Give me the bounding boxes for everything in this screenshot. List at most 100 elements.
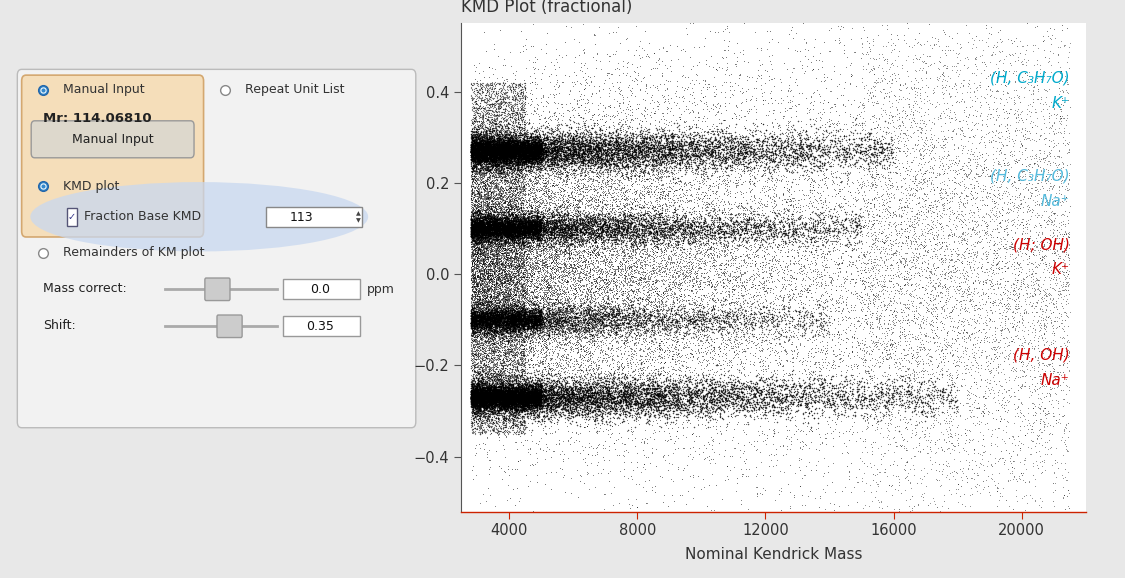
Point [485, 392, 503, 402]
Point [466, 307, 484, 317]
Point [933, 239, 951, 248]
Point [561, 324, 579, 334]
Point [734, 250, 752, 259]
Point [640, 229, 658, 239]
Point [593, 161, 611, 170]
Point [523, 151, 541, 160]
Point [494, 79, 512, 88]
Point [565, 57, 583, 66]
Point [847, 224, 865, 234]
Point [483, 223, 501, 232]
Point [465, 231, 483, 240]
Point [766, 346, 784, 355]
Point [712, 118, 730, 127]
Point [480, 272, 498, 281]
Point [514, 154, 532, 163]
Point [572, 133, 590, 142]
Point [500, 213, 518, 222]
Point [515, 271, 533, 280]
Point [694, 111, 712, 120]
Point [561, 403, 579, 413]
Point [528, 402, 546, 411]
Point [814, 393, 832, 402]
Point [516, 310, 534, 319]
Point [699, 232, 717, 241]
Point [544, 391, 562, 400]
Point [489, 396, 507, 405]
Point [506, 220, 524, 229]
Point [536, 362, 554, 372]
Point [516, 84, 534, 93]
Point [727, 251, 745, 260]
Point [479, 114, 497, 124]
Point [574, 180, 592, 189]
Point [490, 394, 508, 403]
Point [632, 340, 650, 349]
Point [817, 234, 835, 243]
Point [514, 227, 532, 236]
Point [538, 390, 556, 399]
Point [854, 279, 872, 288]
Point [514, 314, 532, 324]
Point [530, 390, 548, 399]
Point [620, 138, 638, 147]
Point [722, 224, 740, 233]
Point [608, 239, 626, 249]
Point [594, 225, 612, 235]
Point [487, 142, 505, 151]
Point [972, 170, 990, 179]
Point [512, 147, 530, 156]
Point [1002, 249, 1020, 258]
Point [505, 257, 523, 266]
Point [747, 138, 765, 147]
Point [520, 216, 538, 225]
Point [466, 399, 484, 408]
Point [522, 157, 540, 166]
Point [609, 272, 627, 281]
Point [510, 141, 528, 150]
Point [471, 397, 489, 406]
Point [926, 243, 944, 252]
Point [602, 174, 620, 183]
Point [536, 299, 554, 309]
Point [468, 160, 486, 169]
Point [524, 135, 542, 144]
Point [472, 158, 490, 167]
Point [984, 149, 1002, 158]
Point [503, 149, 521, 158]
Point [626, 286, 643, 295]
Point [647, 410, 665, 419]
Point [495, 304, 513, 313]
Point [746, 173, 764, 183]
Point [496, 154, 514, 163]
Point [648, 171, 666, 180]
Point [881, 142, 899, 151]
Point [462, 187, 480, 196]
Point [945, 317, 963, 326]
Point [654, 472, 672, 481]
Point [864, 290, 882, 299]
Point [484, 272, 502, 281]
Point [579, 407, 597, 417]
Point [510, 144, 528, 153]
Point [628, 294, 646, 303]
Point [505, 221, 523, 231]
Point [561, 394, 579, 403]
Point [475, 249, 493, 258]
Point [506, 131, 524, 140]
Point [578, 63, 596, 72]
Point [512, 218, 530, 228]
Point [557, 220, 575, 229]
Point [898, 302, 916, 312]
Point [634, 141, 652, 150]
Point [755, 162, 773, 172]
Point [669, 310, 687, 319]
Point [963, 117, 981, 127]
Point [644, 407, 662, 417]
Point [462, 225, 480, 234]
Point [538, 133, 556, 142]
Point [493, 213, 511, 222]
Point [507, 320, 525, 329]
Point [469, 139, 487, 149]
Point [586, 241, 604, 250]
